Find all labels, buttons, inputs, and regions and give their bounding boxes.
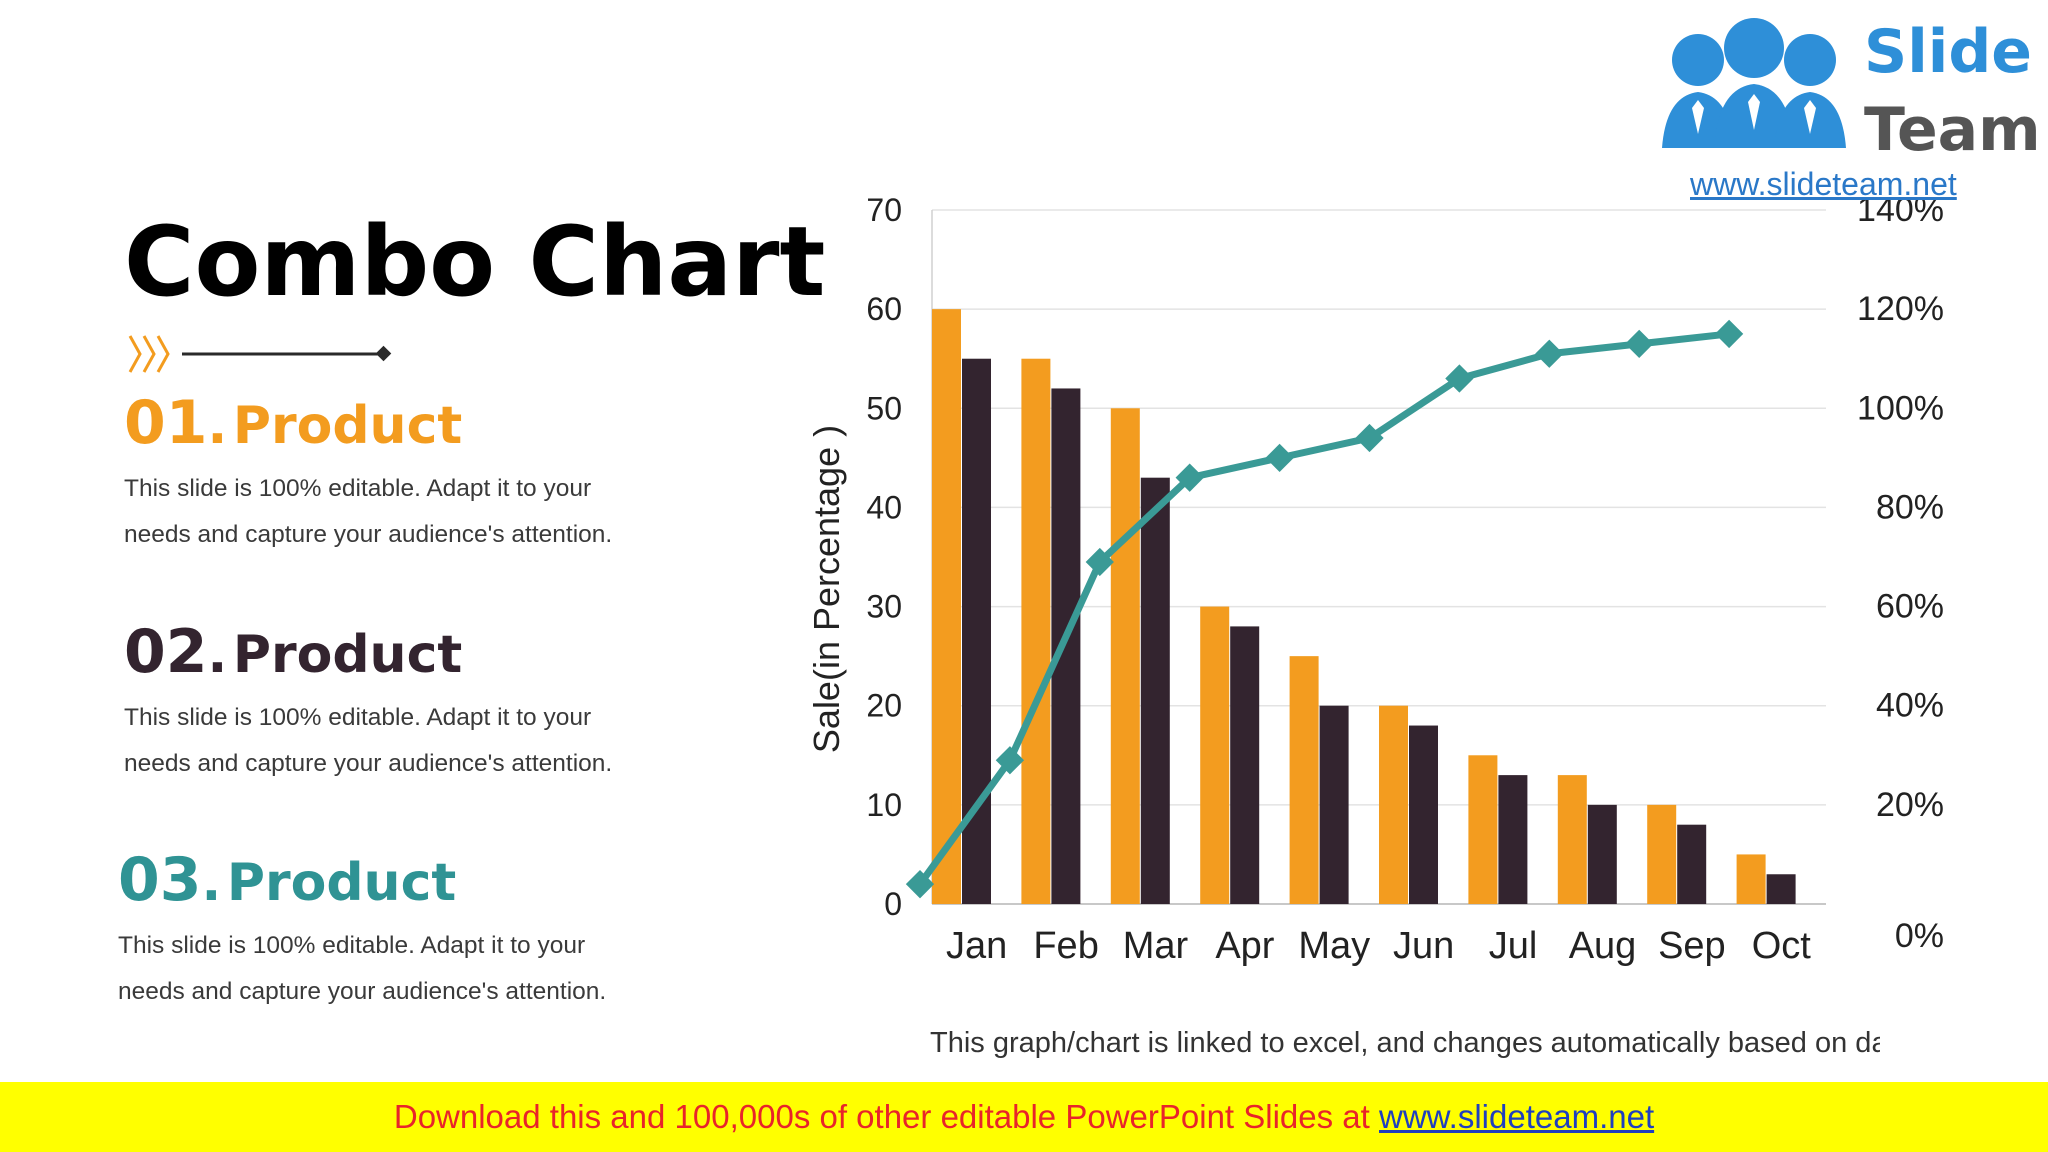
bar: [1200, 606, 1230, 904]
y2-tick-label: 20%: [1876, 786, 1944, 824]
line-marker: [1355, 423, 1384, 453]
x-tick-label: Jul: [1489, 925, 1538, 967]
bar: [1230, 626, 1260, 904]
x-tick-label: Jan: [946, 925, 1007, 967]
bar: [1379, 705, 1408, 904]
bar: [1110, 408, 1140, 904]
logo-word-2: Team: [1864, 95, 2041, 165]
bar: [962, 358, 991, 904]
y-tick-label: 30: [866, 589, 902, 625]
x-tick-label: Sep: [1658, 925, 1726, 967]
bar: [932, 309, 961, 905]
y2-tick-label: 120%: [1857, 290, 1944, 328]
x-tick-label: Jun: [1393, 925, 1454, 967]
bar: [1557, 775, 1587, 904]
product-heading-2: 02. Product: [124, 617, 463, 687]
y-tick-label: 0: [884, 886, 902, 922]
y-tick-label: 40: [866, 489, 902, 525]
line-marker: [1535, 339, 1564, 368]
bar: [1140, 477, 1170, 904]
y-tick-label: 60: [866, 291, 902, 327]
triple-chevron-icon: [128, 335, 170, 373]
y2-tick-label: 100%: [1857, 389, 1944, 427]
slideteam-logo: Slide Team: [1636, 0, 2048, 200]
line-marker: [1175, 463, 1204, 492]
bar: [1468, 755, 1498, 904]
x-tick-label: Mar: [1123, 925, 1189, 967]
y-tick-label: 50: [866, 390, 902, 426]
product-description-1: This slide is 100% editable. Adapt it to…: [124, 475, 613, 548]
x-tick-label: May: [1298, 925, 1370, 967]
y-tick-label: 10: [866, 787, 902, 823]
people-logo-icon: [1662, 18, 1846, 148]
slide-title: Combo Chart: [124, 206, 826, 318]
product-heading-3: 03. Product: [118, 845, 457, 915]
product-number: 03: [118, 845, 202, 915]
y-tick-label: 20: [866, 688, 902, 724]
line-marker: [1625, 329, 1654, 358]
product-number: 02: [124, 617, 208, 687]
chart-footnote: This graph/chart is linked to excel, and…: [930, 1027, 1880, 1059]
bar: [1736, 854, 1766, 904]
bar: [1677, 824, 1707, 904]
bar: [1498, 775, 1528, 904]
y2-tick-label: 40%: [1876, 687, 1944, 725]
y2-tick-label: 0%: [1895, 917, 1944, 955]
bar: [1051, 388, 1081, 904]
product-number: 01: [124, 388, 208, 458]
product-label: Product: [232, 396, 463, 456]
product-heading-1: 01. Product: [124, 388, 463, 458]
bar: [1289, 656, 1319, 904]
y-axis-title: Sale(in Percentage ): [806, 425, 847, 753]
bar: [1587, 804, 1617, 904]
logo-url-link[interactable]: www.slideteam.net: [1690, 166, 1957, 202]
x-tick-label: Oct: [1752, 925, 1812, 967]
line-marker: [1445, 364, 1474, 393]
line-marker: [905, 870, 935, 899]
y2-tick-label: 60%: [1876, 588, 1944, 626]
product-description-2: This slide is 100% editable. Adapt it to…: [124, 704, 613, 777]
x-tick-label: Apr: [1215, 925, 1274, 967]
banner-text: Download this and 100,000s of other edit…: [393, 1098, 1379, 1135]
logo-word-1: Slide: [1864, 17, 2032, 87]
bar: [1409, 725, 1438, 904]
bar: [1647, 804, 1677, 904]
x-tick-label: Aug: [1569, 925, 1637, 967]
download-banner: Download this and 100,000s of other edit…: [0, 1082, 2048, 1152]
y2-tick-label: 80%: [1876, 488, 1944, 526]
line-marker: [1265, 443, 1294, 472]
banner-link[interactable]: www.slideteam.net: [1379, 1098, 1655, 1135]
product-label: Product: [226, 853, 457, 913]
y-tick-label: 70: [866, 192, 902, 228]
x-tick-label: Feb: [1033, 925, 1098, 967]
title-decoration: [128, 335, 392, 373]
line-marker: [995, 746, 1025, 775]
bar: [1319, 705, 1349, 904]
bar: [1021, 358, 1051, 904]
bar: [1766, 874, 1796, 904]
product-label: Product: [232, 625, 463, 685]
line-marker: [1714, 319, 1744, 349]
series-line: [917, 330, 1730, 887]
line-marker: [1085, 547, 1114, 577]
product-description-3: This slide is 100% editable. Adapt it to…: [118, 932, 607, 1005]
